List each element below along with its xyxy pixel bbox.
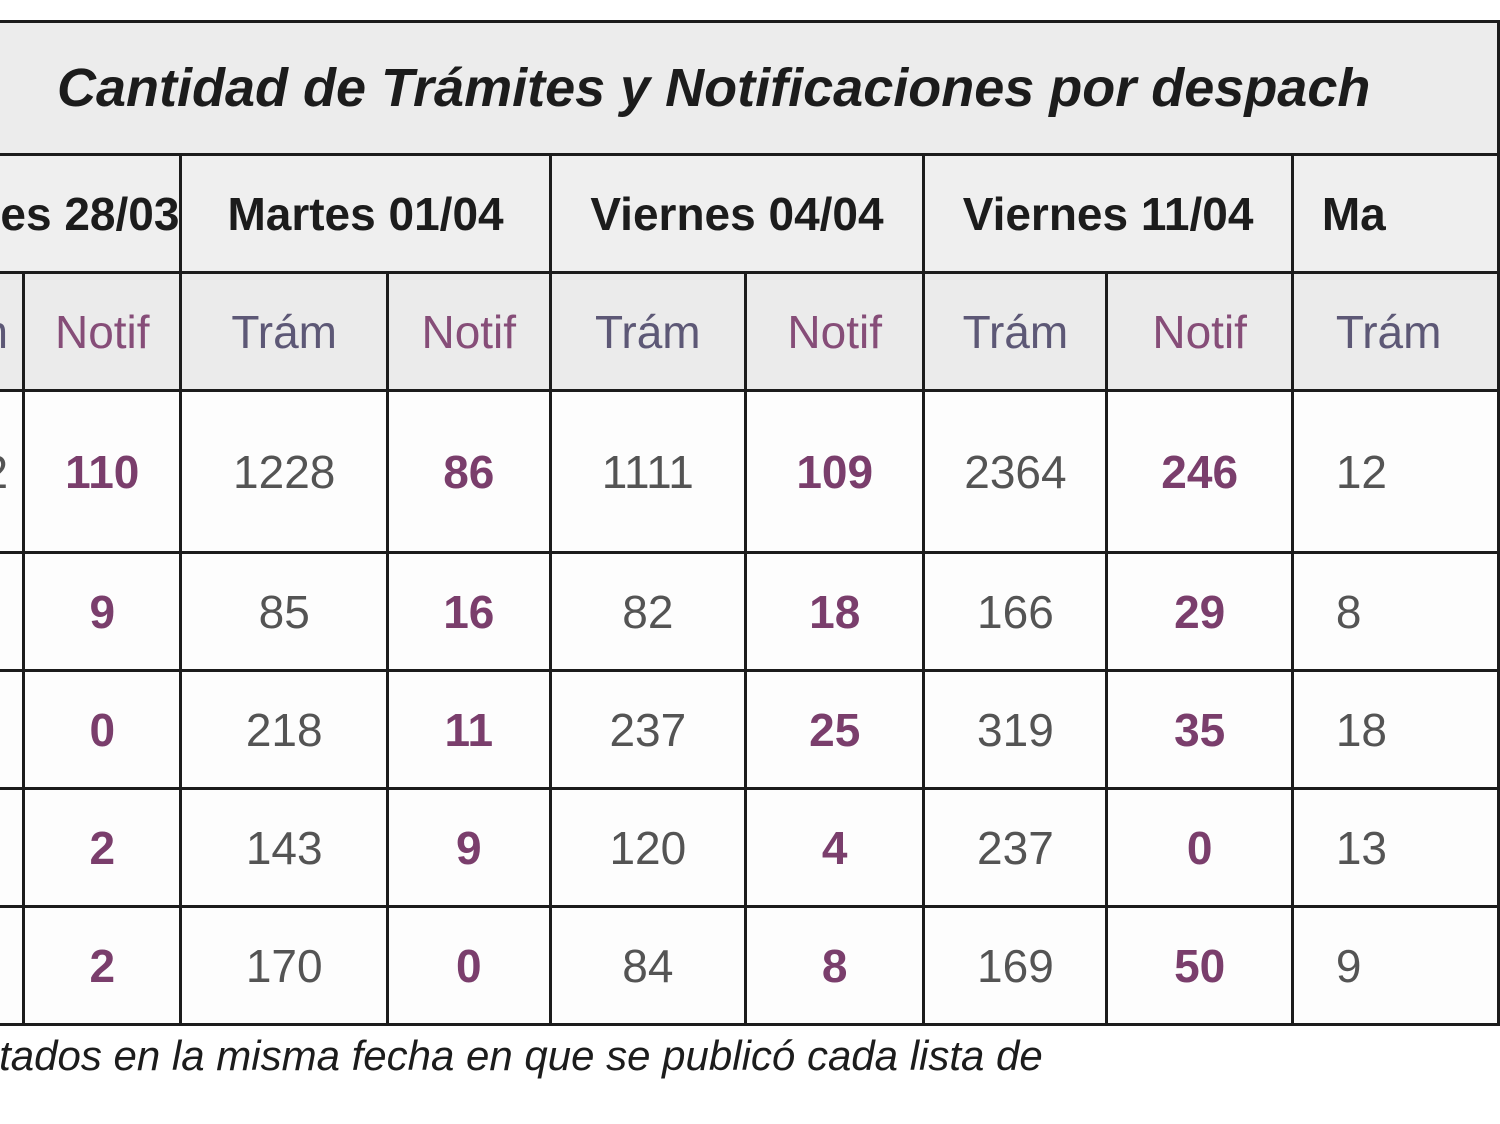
notif-value-cell: 35 (1105, 669, 1294, 790)
tram-column-header: Trám (548, 271, 748, 392)
notif-value-cell: 86 (385, 389, 552, 554)
tram-value-cell: 237 (922, 787, 1109, 908)
data-table: Cantidad de Trámites y Notificaciones po… (0, 20, 1500, 1026)
tram-value-cell (0, 787, 26, 908)
tram-value-cell: 82 (548, 551, 748, 672)
tram-value-cell (0, 905, 26, 1026)
tram-value-cell: 9 (1290, 905, 1500, 1026)
footnote: eron recolectados en la misma fecha en q… (0, 1032, 1043, 1079)
tram-value-cell: 237 (548, 669, 748, 790)
notif-value-cell: 0 (1105, 787, 1294, 908)
tram-column-header: Trám (1290, 271, 1500, 392)
notif-column-header: Notif (385, 271, 552, 392)
table-row: 9 85 16 82 18 166 29 8 (0, 551, 1500, 672)
notif-value-cell: 18 (744, 551, 926, 672)
notif-value-cell: 9 (385, 787, 552, 908)
tram-value-cell (0, 551, 26, 672)
notif-value-cell: 16 (385, 551, 552, 672)
date-header: Martes 01/04 (179, 153, 552, 274)
table-title: Cantidad de Trámites y Notificaciones po… (0, 20, 1500, 156)
notif-value-cell: 0 (22, 669, 183, 790)
tram-value-cell: 170 (179, 905, 389, 1026)
notif-value-cell: 0 (385, 905, 552, 1026)
table-row: 2 170 0 84 8 169 50 9 (0, 905, 1500, 1026)
tram-value-cell: 120 (548, 787, 748, 908)
notif-value-cell: 25 (744, 669, 926, 790)
tram-value-cell: 13 (1290, 787, 1500, 908)
tram-value-cell: 2 (0, 389, 26, 554)
table-row: 0 218 11 237 25 319 35 18 (0, 669, 1500, 790)
tram-value-cell: 218 (179, 669, 389, 790)
tram-value-cell: 319 (922, 669, 1109, 790)
notif-value-cell: 110 (22, 389, 183, 554)
tram-value-cell: 169 (922, 905, 1109, 1026)
tram-value-cell: 8 (1290, 551, 1500, 672)
tram-value-cell: 12 (1290, 389, 1500, 554)
notif-value-cell: 50 (1105, 905, 1294, 1026)
notif-value-cell: 4 (744, 787, 926, 908)
table-row: 21101228861111109236424612 (0, 389, 1500, 554)
table-row: 2 143 9 120 4 237 0 13 (0, 787, 1500, 908)
notif-value-cell: 8 (744, 905, 926, 1026)
notif-value-cell: 2 (22, 787, 183, 908)
notif-column-header: Notif (1105, 271, 1294, 392)
tram-value-cell (0, 669, 26, 790)
tram-column-header: Trám (179, 271, 389, 392)
table-body: 2110122886111110923642461298516821816629… (0, 389, 1500, 1026)
tram-column-header: Trám (922, 271, 1109, 392)
date-header-row: es 28/03 Martes 01/04 Viernes 04/04 Viernes… (0, 153, 1500, 274)
notif-value-cell: 109 (744, 389, 926, 554)
date-header: Ma (1290, 153, 1500, 274)
tram-value-cell: 85 (179, 551, 389, 672)
date-header: Viernes 04/04 (548, 153, 926, 274)
notif-value-cell: 246 (1105, 389, 1294, 554)
notif-column-header: Notif (744, 271, 926, 392)
notif-value-cell: 2 (22, 905, 183, 1026)
tram-value-cell: 1228 (179, 389, 389, 554)
table-container: Cantidad de Trámites y Notificaciones po… (0, 20, 1500, 1026)
tram-value-cell: 2364 (922, 389, 1109, 554)
tram-column-header: m (0, 271, 26, 392)
tram-value-cell: 84 (548, 905, 748, 1026)
notif-value-cell: 9 (22, 551, 183, 672)
notif-value-cell: 11 (385, 669, 552, 790)
sub-header-row: mNotifTrámNotifTrámNotifTrámNotifTrám (0, 271, 1500, 392)
tram-value-cell: 166 (922, 551, 1109, 672)
tram-value-cell: 1111 (548, 389, 748, 554)
notif-column-header: Notif (22, 271, 183, 392)
date-header: Viernes 11/04 (922, 153, 1294, 274)
tram-value-cell: 143 (179, 787, 389, 908)
date-header: es 28/03 (0, 153, 183, 274)
notif-value-cell: 29 (1105, 551, 1294, 672)
tram-value-cell: 18 (1290, 669, 1500, 790)
